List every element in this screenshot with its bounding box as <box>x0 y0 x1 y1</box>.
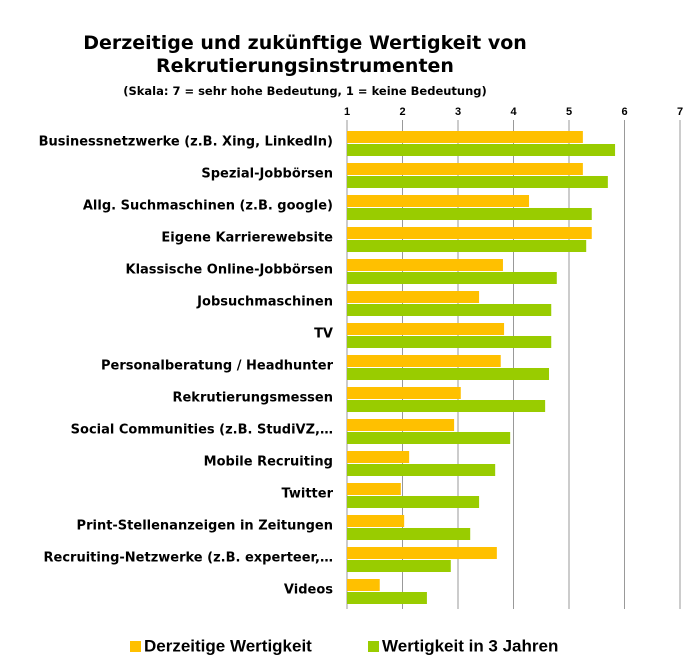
legend-label: Derzeitige Wertigkeit <box>144 636 312 655</box>
bar <box>347 387 461 399</box>
x-tick-label: 6 <box>621 106 627 118</box>
category-label: TV <box>314 327 333 342</box>
legend-swatch <box>368 641 379 652</box>
x-tick-label: 5 <box>566 106 572 118</box>
bar <box>347 496 480 508</box>
legend-label: Wertigkeit in 3 Jahren <box>382 636 558 655</box>
category-label: Social Communities (z.B. StudiVZ,… <box>71 423 333 438</box>
x-tick-label: 2 <box>399 106 405 118</box>
bar <box>347 195 530 207</box>
category-label: Spezial-Jobbörsen <box>201 167 333 182</box>
x-tick-label: 4 <box>510 106 517 118</box>
chart-subtitle: (Skala: 7 = sehr hohe Bedeutung, 1 = kei… <box>123 84 487 98</box>
bar <box>347 451 410 463</box>
bar <box>347 547 497 559</box>
bar <box>347 432 511 444</box>
bar <box>347 483 401 495</box>
bar <box>347 368 550 380</box>
bar <box>347 131 583 143</box>
category-label: Personalberatung / Headhunter <box>101 359 334 374</box>
legend-swatch <box>130 641 141 652</box>
bar <box>347 240 587 252</box>
bar <box>347 176 608 188</box>
bar <box>347 400 546 412</box>
category-label: Jobsuchmaschinen <box>196 295 333 310</box>
category-label: Rekrutierungsmessen <box>172 391 333 406</box>
category-label: Klassische Online-Jobbörsen <box>126 263 334 278</box>
bar <box>347 304 552 316</box>
bar <box>347 419 455 431</box>
bar <box>347 579 380 591</box>
bar <box>347 291 480 303</box>
bar <box>347 515 405 527</box>
category-label: Mobile Recruiting <box>204 455 333 470</box>
bar <box>347 560 451 572</box>
chart-title: Derzeitige und zukünftige Wertigkeit von… <box>83 32 527 77</box>
bar <box>347 208 592 220</box>
bar <box>347 464 496 476</box>
bar <box>347 227 592 239</box>
category-label: Twitter <box>281 487 333 502</box>
x-tick-label: 3 <box>455 106 461 118</box>
category-label: Businessnetzwerke (z.B. Xing, LinkedIn) <box>39 135 333 150</box>
bar <box>347 163 583 175</box>
category-label: Recruiting-Netzwerke (z.B. experteer,… <box>44 551 333 566</box>
bar <box>347 323 505 335</box>
category-label: Videos <box>284 583 333 598</box>
bar <box>347 336 552 348</box>
bar <box>347 144 616 156</box>
category-label: Print-Stellenanzeigen in Zeitungen <box>77 519 333 534</box>
category-label: Eigene Karrierewebsite <box>161 231 333 246</box>
x-tick-label: 7 <box>677 106 683 118</box>
bar <box>347 272 557 284</box>
category-label: Allg. Suchmaschinen (z.B. google) <box>83 199 333 214</box>
x-tick-label: 1 <box>344 106 350 118</box>
bar <box>347 528 471 540</box>
bar <box>347 259 503 271</box>
bar <box>347 592 427 604</box>
bar <box>347 355 501 367</box>
